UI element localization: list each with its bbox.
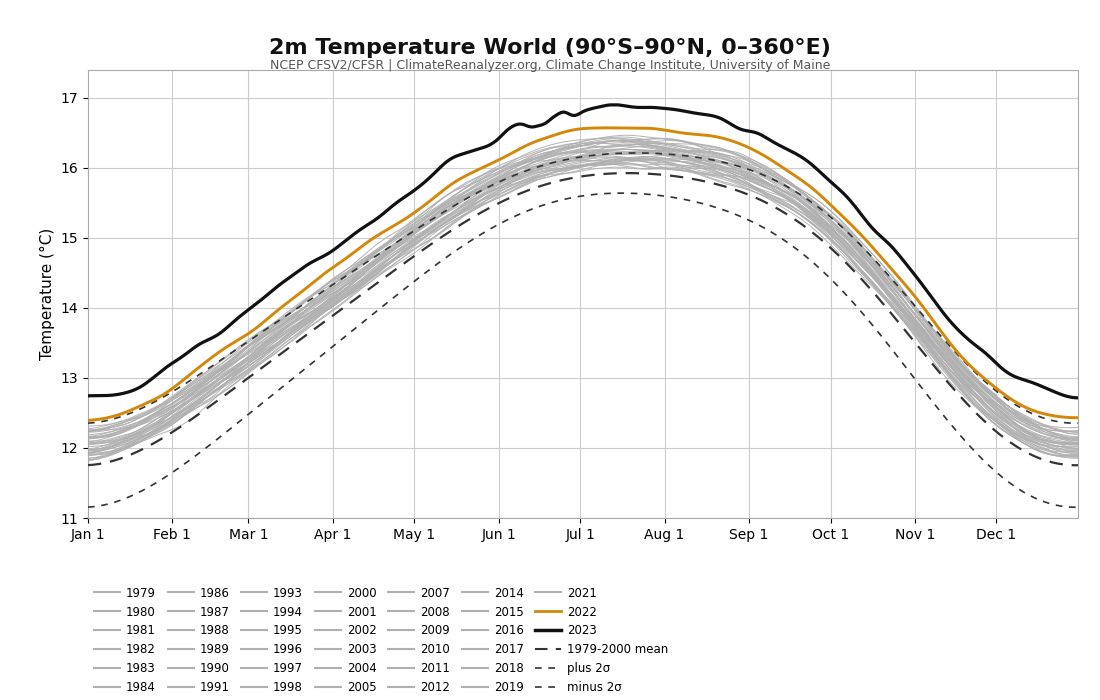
Text: NCEP CFSV2/CFSR | ClimateReanalyzer.org, Climate Change Institute, University of: NCEP CFSV2/CFSR | ClimateReanalyzer.org,… bbox=[270, 60, 830, 73]
Y-axis label: Temperature (°C): Temperature (°C) bbox=[40, 228, 55, 360]
Legend: 1979, 1980, 1981, 1982, 1983, 1984, 1985, 1986, 1987, 1988, 1989, 1990, 1991, 19: 1979, 1980, 1981, 1982, 1983, 1984, 1985… bbox=[94, 587, 669, 700]
Text: 2m Temperature World (90°S–90°N, 0–360°E): 2m Temperature World (90°S–90°N, 0–360°E… bbox=[270, 38, 830, 59]
